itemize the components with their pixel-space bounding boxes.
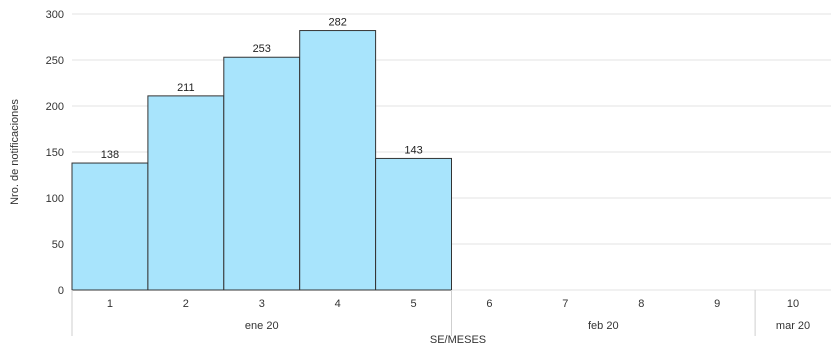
bar	[147, 95, 225, 291]
bar	[299, 30, 377, 291]
y-tick-label: 150	[46, 147, 64, 159]
x-tick-label: 6	[486, 298, 492, 310]
x-tick-label: 4	[335, 298, 341, 310]
bar	[375, 157, 453, 291]
bar	[223, 56, 301, 291]
bars	[71, 30, 453, 291]
x-tick-label: 9	[714, 298, 720, 310]
x-tick-label: 1	[107, 298, 113, 310]
data-label: 138	[101, 149, 119, 161]
data-label: 143	[404, 144, 422, 156]
x-group-label: mar 20	[776, 320, 810, 332]
y-tick-label: 0	[58, 285, 64, 297]
x-axis-groups: ene 20 feb 20 mar 20	[71, 290, 810, 336]
x-axis-title: SE/MESES	[430, 334, 486, 346]
x-group-label: ene 20	[245, 320, 279, 332]
y-axis-ticks: 0 50 100 150 200 250 300	[46, 9, 64, 297]
x-tick-label: 7	[562, 298, 568, 310]
data-label: 253	[253, 43, 271, 55]
y-tick-label: 200	[46, 101, 64, 113]
x-tick-label: 10	[787, 298, 799, 310]
x-group-label: feb 20	[588, 320, 619, 332]
x-tick-label: 8	[638, 298, 644, 310]
x-tick-label: 2	[183, 298, 189, 310]
x-tick-label: 5	[410, 298, 416, 310]
y-tick-label: 50	[52, 239, 64, 251]
data-label: 282	[328, 17, 346, 29]
data-labels: 138 211 253 282 143	[101, 17, 423, 161]
y-tick-label: 300	[46, 9, 64, 21]
y-axis-title: Nro. de notificaciones	[9, 99, 21, 205]
data-label: 211	[177, 82, 195, 94]
x-axis-ticks: 1 2 3 4 5 6 7 8 9 10	[107, 298, 799, 310]
bar	[71, 162, 149, 291]
x-tick-label: 3	[259, 298, 265, 310]
y-tick-label: 250	[46, 55, 64, 67]
y-tick-label: 100	[46, 193, 64, 205]
